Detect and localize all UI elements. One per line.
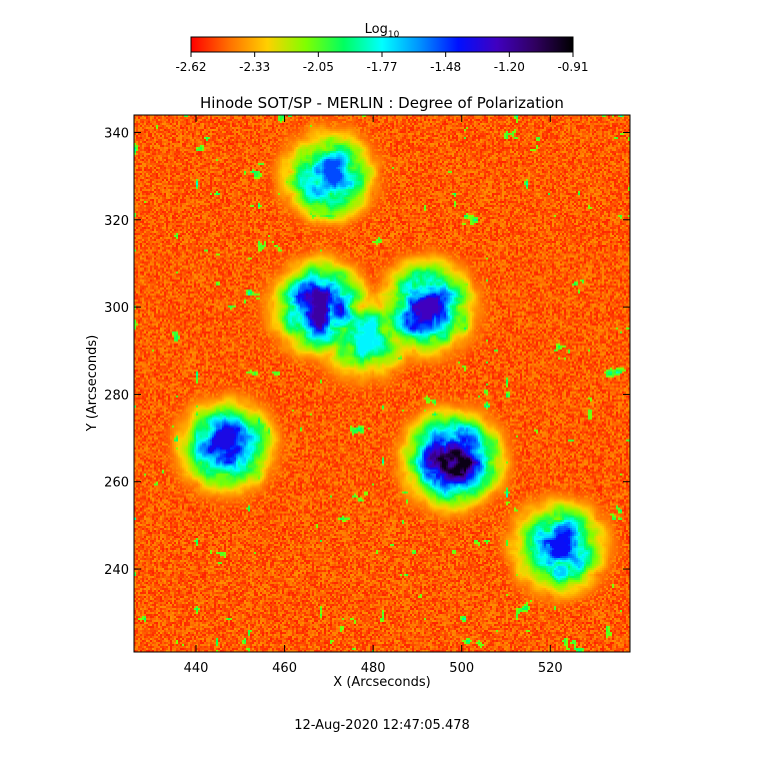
x-tick-label: 440 (184, 661, 209, 676)
timestamp: 12-Aug-2020 12:47:05.478 (294, 718, 470, 733)
plot-frame (133, 114, 631, 653)
y-tick-label: 300 (104, 301, 129, 316)
colorbar-tick-label: -2.62 (175, 60, 206, 74)
plot-area: 440 460 480 500 520 240 260 280 300 320 340 (104, 114, 631, 676)
colorbar-tick-label: -1.48 (430, 60, 461, 74)
y-axis: 240 260 280 300 320 340 (104, 126, 630, 578)
x-axis-label: X (Arcseconds) (333, 675, 430, 690)
x-tick-label: 480 (361, 661, 386, 676)
colorbar-label: Log10 (365, 22, 400, 40)
colorbar-gradient (190, 36, 574, 53)
x-tick-label: 500 (449, 661, 474, 676)
colorbar: Log10 -2.62 -2.33 -2.05 -1.77 -1.48 -1.20 -0.9… (175, 22, 588, 74)
colorbar-ticks: -2.62 -2.33 -2.05 -1.77 -1.48 -1.20 -0.91 (175, 52, 589, 74)
y-axis-label: Y (Arcseconds) (85, 335, 100, 432)
colorbar-tick-label: -2.05 (303, 60, 334, 74)
x-tick-label: 520 (538, 661, 563, 676)
y-tick-label: 280 (104, 388, 129, 403)
y-tick-label: 340 (104, 126, 129, 141)
colorbar-tick-label: -1.20 (494, 60, 525, 74)
colorbar-tick-label: -0.91 (557, 60, 588, 74)
colorbar-tick-label: -2.33 (239, 60, 270, 74)
y-tick-label: 320 (104, 214, 129, 229)
chart-title: Hinode SOT/SP - MERLIN : Degree of Polar… (200, 94, 564, 112)
colorbar-tick-label: -1.77 (366, 60, 397, 74)
y-tick-label: 240 (104, 563, 129, 578)
x-axis: 440 460 480 500 520 (184, 115, 563, 676)
heatmap-image (134, 115, 630, 652)
y-tick-label: 260 (104, 476, 129, 491)
x-tick-label: 460 (272, 661, 297, 676)
